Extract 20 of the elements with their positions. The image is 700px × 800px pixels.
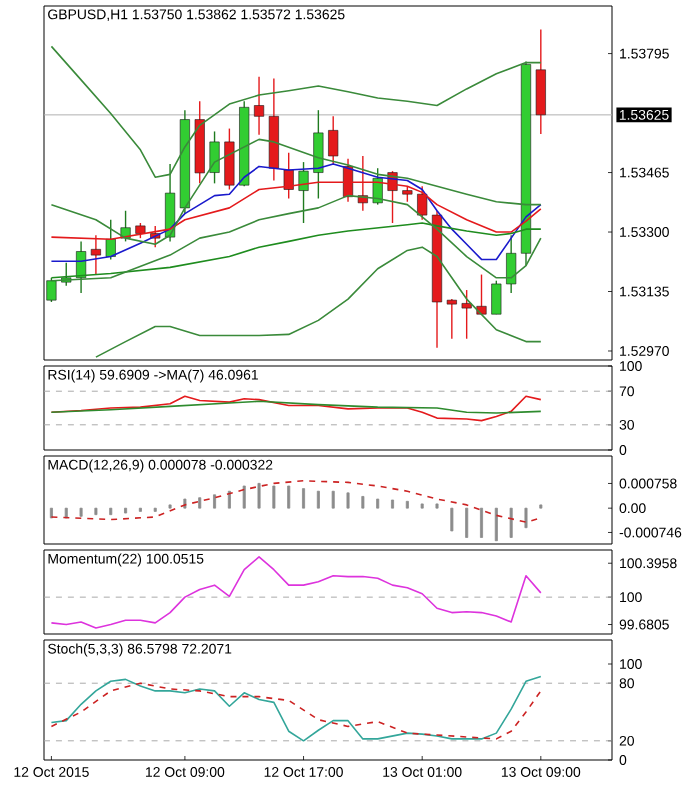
candlestick — [209, 130, 220, 185]
line-series — [95, 246, 542, 358]
candlestick — [313, 109, 324, 200]
line-series — [50, 556, 542, 629]
line-series — [50, 45, 542, 179]
candlestick — [254, 75, 265, 136]
candlestick — [224, 127, 235, 191]
candlestick — [476, 273, 487, 315]
candlestick — [105, 219, 116, 261]
line-series — [50, 479, 542, 523]
candlestick — [446, 298, 457, 340]
candlestick — [506, 234, 517, 294]
candlestick — [535, 28, 546, 135]
candlestick — [461, 289, 472, 340]
candlestick — [298, 161, 309, 224]
candlestick — [46, 277, 57, 303]
candlestick — [165, 163, 176, 243]
candlestick — [328, 115, 339, 166]
candlestick — [491, 280, 502, 315]
line-series — [50, 222, 542, 279]
